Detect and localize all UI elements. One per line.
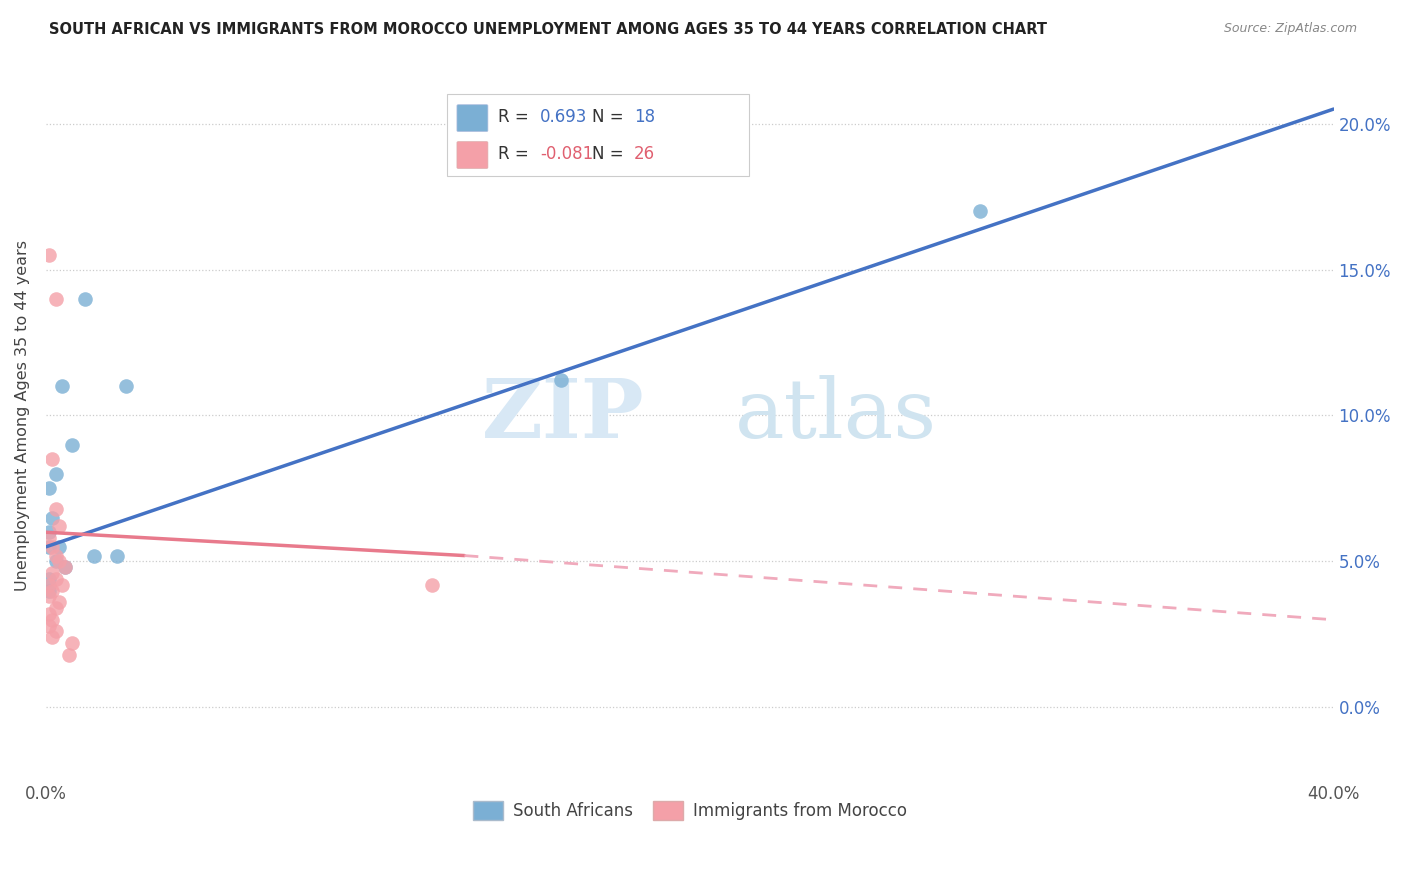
Point — [45, 572, 67, 586]
Point — [115, 379, 138, 393]
Point — [51, 379, 73, 393]
Point — [38, 540, 60, 554]
Text: SOUTH AFRICAN VS IMMIGRANTS FROM MOROCCO UNEMPLOYMENT AMONG AGES 35 TO 44 YEARS : SOUTH AFRICAN VS IMMIGRANTS FROM MOROCCO… — [49, 22, 1047, 37]
Point — [41, 630, 63, 644]
Point — [45, 467, 67, 481]
Point — [53, 560, 76, 574]
Point — [38, 482, 60, 496]
Point — [105, 549, 128, 563]
Point — [48, 540, 70, 554]
Point — [41, 613, 63, 627]
Point — [45, 554, 67, 568]
Text: R =: R = — [498, 145, 534, 162]
Text: R =: R = — [498, 108, 534, 126]
Point — [38, 248, 60, 262]
Point — [969, 204, 991, 219]
Point — [38, 590, 60, 604]
Point — [48, 554, 70, 568]
Point — [38, 531, 60, 545]
Text: N =: N = — [592, 108, 628, 126]
Point — [48, 595, 70, 609]
Point — [38, 525, 60, 540]
Text: ZIP: ZIP — [482, 376, 645, 456]
Y-axis label: Unemployment Among Ages 35 to 44 years: Unemployment Among Ages 35 to 44 years — [15, 240, 30, 591]
Point — [45, 601, 67, 615]
Text: 26: 26 — [634, 145, 655, 162]
Point — [38, 618, 60, 632]
Point — [45, 549, 67, 563]
Point — [38, 607, 60, 621]
Point — [38, 578, 60, 592]
Point — [41, 510, 63, 524]
Text: 18: 18 — [634, 108, 655, 126]
Point — [41, 583, 63, 598]
Point — [45, 292, 67, 306]
Point — [41, 452, 63, 467]
Point — [83, 549, 105, 563]
Point — [73, 292, 96, 306]
Text: N =: N = — [592, 145, 628, 162]
Point — [60, 636, 83, 650]
Point — [53, 560, 76, 574]
Legend: South Africans, Immigrants from Morocco: South Africans, Immigrants from Morocco — [467, 795, 914, 827]
Text: Source: ZipAtlas.com: Source: ZipAtlas.com — [1223, 22, 1357, 36]
Point — [38, 583, 60, 598]
Point — [550, 374, 572, 388]
Point — [51, 578, 73, 592]
Point — [41, 540, 63, 554]
Point — [38, 572, 60, 586]
Text: -0.081: -0.081 — [540, 145, 593, 162]
Point — [420, 578, 443, 592]
Point — [41, 566, 63, 580]
Point — [45, 501, 67, 516]
Point — [60, 438, 83, 452]
Text: atlas: atlas — [735, 376, 936, 456]
Point — [48, 519, 70, 533]
Point — [45, 624, 67, 639]
Text: 0.693: 0.693 — [540, 108, 588, 126]
Point — [58, 648, 80, 662]
